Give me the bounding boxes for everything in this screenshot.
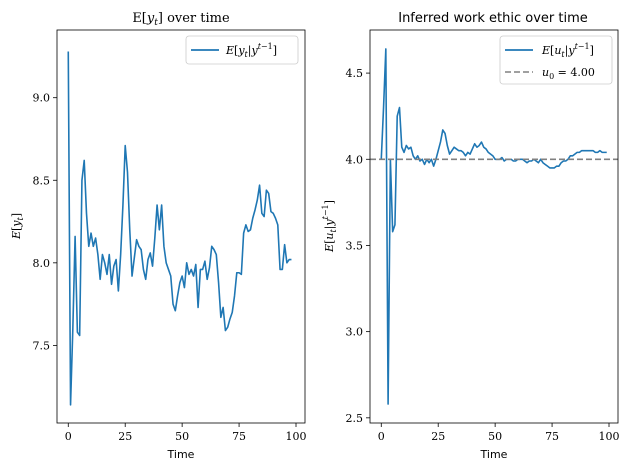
chart-right-legend-label-baseline: u0 = 4.00 xyxy=(542,66,595,81)
chart-right-x-tick-label: 75 xyxy=(545,430,559,443)
chart-right-y-tick-label: 3.5 xyxy=(346,239,364,252)
chart-left-y-tick-label: 8.0 xyxy=(33,257,51,270)
chart-right-x-tick-label: 100 xyxy=(599,430,620,443)
chart-left-y-tick-label: 8.5 xyxy=(33,174,51,187)
chart-left-legend-box xyxy=(185,35,299,65)
chart-left-x-tick-label: 25 xyxy=(118,430,132,443)
chart-left-x-tick-label: 50 xyxy=(175,430,189,443)
chart-right-y-tick-label: 4.0 xyxy=(346,153,364,166)
chart-right-y-tick-label: 4.5 xyxy=(346,67,364,80)
chart-right-y-tick-label: 3.0 xyxy=(346,326,364,339)
chart-left-x-tick-label: 100 xyxy=(286,430,307,443)
chart-right-ticks: 0 25 50 75 100 2.5 3.0 3.5 4.0 4.5 xyxy=(346,67,620,443)
chart-left-y-tick-label: 9.0 xyxy=(33,92,51,105)
chart-left-ticks: 0 25 50 75 100 7.5 8.0 8.5 9.0 xyxy=(33,92,307,443)
chart-left-y-tick-label: 7.5 xyxy=(33,339,51,352)
chart-left-x-axis-label: Time xyxy=(167,448,195,461)
chart-right-x-tick-label: 25 xyxy=(431,430,445,443)
chart-left-y-axis-label: E[yt] xyxy=(10,213,25,240)
chart-left-axes-frame xyxy=(56,29,306,424)
chart-left-x-tick-label: 0 xyxy=(65,430,72,443)
chart-left-plot-area xyxy=(67,51,292,406)
chart-right-x-tick-label: 50 xyxy=(488,430,502,443)
chart-left-title: E[yt] over time xyxy=(132,11,230,28)
chart-right-x-tick-label: 0 xyxy=(378,430,385,443)
chart-left-x-tick-label: 75 xyxy=(232,430,246,443)
chart-right-plot-area xyxy=(370,48,618,405)
chart-left: E[yt] over time 0 25 50 75 100 7.5 8.0 8.5 9.0 T… xyxy=(10,11,307,461)
chart-right-y-tick-label: 2.5 xyxy=(346,412,364,425)
chart-right-series-line xyxy=(380,48,607,405)
chart-left-legend: E[yt|yt−1] xyxy=(185,35,299,65)
chart-right-x-axis-label: Time xyxy=(480,448,508,461)
chart-right-legend: E[ut|yt−1] u0 = 4.00 xyxy=(499,35,613,85)
chart-right-axes-frame xyxy=(369,29,619,424)
chart-left-series-line xyxy=(67,51,292,406)
chart-right: Inferred work ethic over time 0 25 50 75 100… xyxy=(321,11,620,461)
chart-right-title: Inferred work ethic over time xyxy=(398,11,588,26)
